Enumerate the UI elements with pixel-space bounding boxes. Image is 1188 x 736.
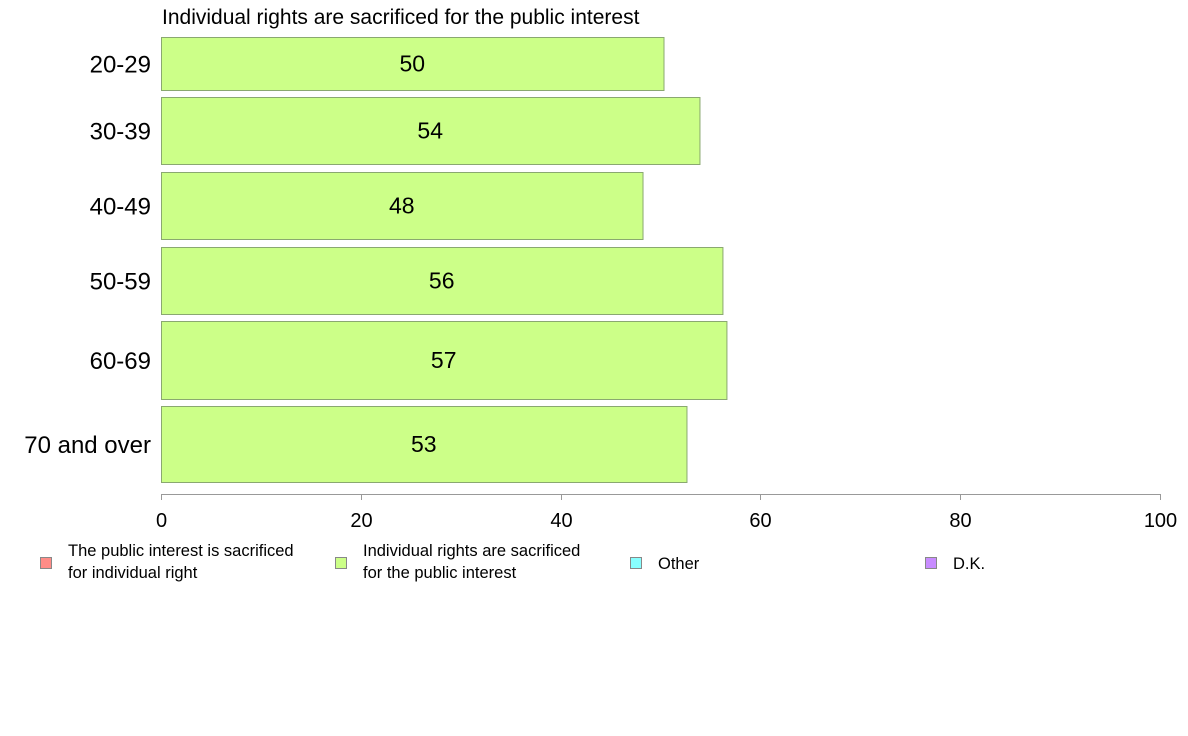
legend-label-line: Other xyxy=(658,555,700,573)
bar xyxy=(161,97,701,165)
category-label: 30-39 xyxy=(90,119,151,146)
bar xyxy=(161,172,644,240)
legend-swatch xyxy=(335,557,347,569)
legend-swatch xyxy=(40,557,52,569)
x-tick-label: 100 xyxy=(1144,510,1177,532)
bar xyxy=(161,247,724,315)
category-label: 20-29 xyxy=(90,52,151,79)
bar xyxy=(161,321,728,400)
legend-swatch xyxy=(925,557,937,569)
x-tick-label: 20 xyxy=(350,510,372,532)
bar xyxy=(161,37,665,91)
legend-label-line: for individual right xyxy=(68,564,198,582)
x-tick-label: 0 xyxy=(156,510,167,532)
legend-label-line: for the public interest xyxy=(363,564,517,582)
category-label: 50-59 xyxy=(90,269,151,296)
category-label: 60-69 xyxy=(90,348,151,375)
bar xyxy=(161,406,688,483)
legend-item-individual-rights-sacrificed: Individual rights are sacrificed for the… xyxy=(335,540,580,584)
bar-value-label: 57 xyxy=(431,347,457,373)
category-label: 70 and over xyxy=(24,432,151,459)
legend-item-public-interest-sacrificed: The public interest is sacrificed for in… xyxy=(40,540,294,584)
x-tick-label: 80 xyxy=(949,510,971,532)
legend-label-line: D.K. xyxy=(953,555,986,573)
category-label: 40-49 xyxy=(90,194,151,221)
legend-label-line: Individual rights are sacrificed xyxy=(363,542,581,560)
bar-value-label: 56 xyxy=(429,268,455,294)
bar-value-label: 50 xyxy=(399,51,425,77)
legend-item-other: Other xyxy=(630,540,699,575)
chart-title: Individual rights are sacrificed for the… xyxy=(162,6,640,29)
x-tick-label: 40 xyxy=(550,510,572,532)
legend-item-dk: D.K. xyxy=(925,540,985,575)
legend-swatch xyxy=(630,557,642,569)
legend-label-line: The public interest is sacrificed xyxy=(68,542,294,560)
legend: The public interest is sacrificed for in… xyxy=(0,540,1188,600)
bar-value-label: 54 xyxy=(417,118,443,144)
bar-value-label: 53 xyxy=(411,431,437,457)
x-tick-label: 60 xyxy=(749,510,771,532)
bar-value-label: 48 xyxy=(389,193,415,219)
